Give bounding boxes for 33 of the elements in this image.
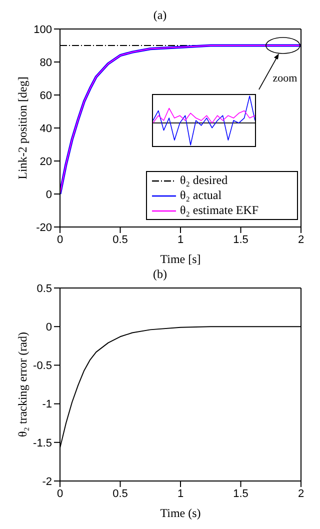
annotation: zoom bbox=[272, 72, 298, 84]
y-axis-title: θ₂ tracking error (rad) bbox=[15, 332, 30, 437]
x-tick-label: 0.5 bbox=[112, 488, 128, 500]
y-tick-label: 60 bbox=[40, 90, 52, 102]
y-tick-label: 0 bbox=[46, 322, 52, 334]
legend-label: θ₂ desired bbox=[180, 173, 228, 188]
chart-title: (a) bbox=[152, 8, 168, 22]
y-tick-label: -2 bbox=[42, 476, 52, 488]
x-tick-label: 2 bbox=[298, 234, 304, 246]
y-tick-label: -20 bbox=[36, 222, 52, 234]
y-tick-label: -0.5 bbox=[33, 360, 52, 372]
y-tick-label: 0.5 bbox=[36, 282, 52, 295]
x-tick-label: 1.5 bbox=[233, 234, 248, 246]
x-tick-label: 0.5 bbox=[112, 234, 128, 246]
x-tick-label: 1 bbox=[177, 488, 184, 500]
x-tick-label: 1.5 bbox=[233, 488, 248, 500]
y-tick-label: 80 bbox=[40, 56, 52, 69]
chart-title: (b) bbox=[152, 267, 168, 281]
x-tick-label: 0 bbox=[56, 488, 64, 500]
y-axis-title: Link-2 position [deg] bbox=[15, 76, 30, 180]
x-tick-label: 2 bbox=[298, 488, 304, 500]
x-tick-label: 0 bbox=[56, 234, 64, 246]
y-tick-label: -1.5 bbox=[33, 437, 52, 450]
legend-label: θ₂ estimate EKF bbox=[180, 203, 259, 218]
y-tick-label: 20 bbox=[40, 156, 52, 168]
y-tick-label: -1 bbox=[42, 398, 52, 411]
x-tick-label: 1 bbox=[177, 234, 184, 246]
y-tick-label: 40 bbox=[40, 122, 52, 135]
y-tick-label: 100 bbox=[34, 24, 52, 36]
y-tick-label: 0 bbox=[46, 188, 52, 201]
x-axis-title: Time [s] bbox=[160, 252, 201, 266]
legend-label: θ₂ actual bbox=[180, 188, 222, 203]
x-axis-title: Time (s) bbox=[160, 506, 201, 520]
